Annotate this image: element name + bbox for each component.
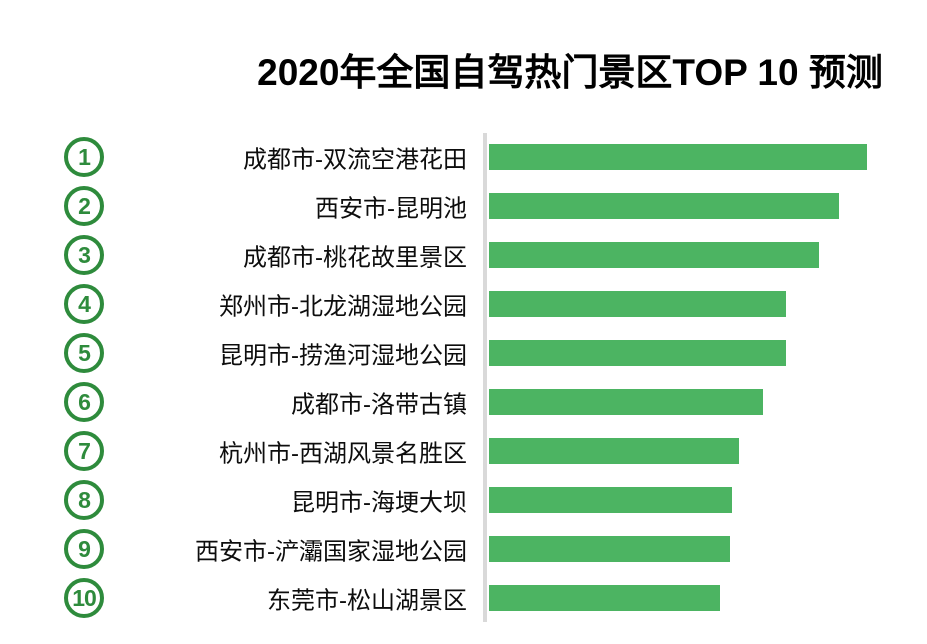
category-label: 郑州市-北龙湖湿地公园 [219, 293, 467, 321]
category-label: 昆明市-捞渔河湿地公园 [219, 342, 467, 370]
chart-row: 9 西安市-浐灞国家湿地公园 [0, 525, 927, 574]
chart-row: 4 郑州市-北龙湖湿地公园 [0, 279, 927, 328]
chart-row: 3 成都市-桃花故里景区 [0, 230, 927, 279]
rank-badge: 2 [64, 185, 104, 226]
chart-row: 7 杭州市-西湖风景名胜区 [0, 427, 927, 476]
chart-title: 2020年全国自驾热门景区TOP 10 预测 [257, 52, 883, 93]
category-label: 西安市-浐灞国家湿地公园 [195, 538, 467, 566]
chart-row: 8 昆明市-海埂大坝 [0, 476, 927, 525]
chart-row: 1 成都市-双流空港花田 [0, 132, 927, 181]
bar [489, 438, 739, 465]
rank-badge: 8 [64, 480, 104, 521]
baseline-axis [483, 133, 487, 622]
rank-badge: 10 [64, 578, 104, 619]
rank-badge: 4 [64, 283, 104, 324]
bar [489, 192, 839, 219]
category-label: 成都市-桃花故里景区 [243, 244, 467, 272]
rank-badge: 1 [64, 136, 104, 177]
chart-row: 5 昆明市-捞渔河湿地公园 [0, 328, 927, 377]
bar [489, 536, 730, 563]
bar [489, 143, 867, 170]
category-label: 成都市-双流空港花田 [243, 146, 467, 174]
category-label: 昆明市-海埂大坝 [291, 489, 467, 517]
category-label: 杭州市-西湖风景名胜区 [219, 440, 467, 468]
chart-row: 6 成都市-洛带古镇 [0, 377, 927, 426]
rank-badge: 3 [64, 234, 104, 275]
bar [489, 487, 732, 514]
bar [489, 241, 819, 268]
chart-row: 2 西安市-昆明池 [0, 181, 927, 230]
rank-badge: 5 [64, 332, 104, 373]
bar [489, 585, 720, 612]
rank-badge: 7 [64, 431, 104, 472]
bar [489, 389, 763, 416]
rank-badge: 6 [64, 382, 104, 423]
bar [489, 290, 786, 317]
bar [489, 339, 786, 366]
rank-badge: 9 [64, 529, 104, 570]
chart-row: 10 东莞市-松山湖景区 [0, 574, 927, 623]
category-label: 东莞市-松山湖景区 [267, 587, 467, 615]
category-label: 西安市-昆明池 [315, 195, 467, 223]
category-label: 成都市-洛带古镇 [291, 391, 467, 419]
bar-chart: 1 成都市-双流空港花田 2 西安市-昆明池 3 成都市-桃花故里景区 4 郑州… [0, 132, 927, 623]
